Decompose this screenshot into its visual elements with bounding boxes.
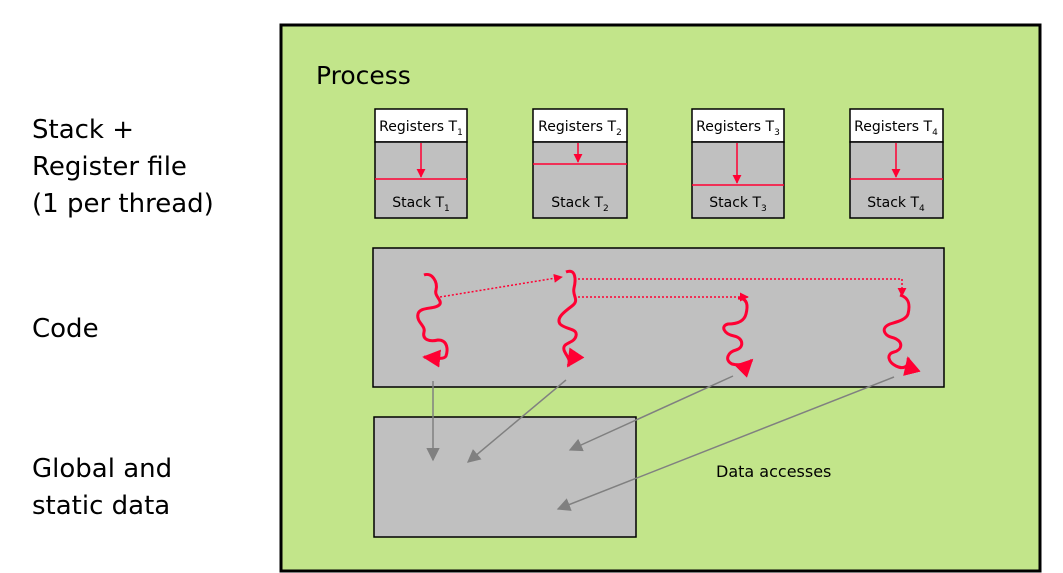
registers-label-t3: Registers T3 — [696, 119, 780, 138]
thread-2: Registers T2 Stack T2 — [532, 108, 628, 219]
data-label-line-2: static data — [32, 491, 171, 521]
thread-path-4 — [882, 293, 921, 376]
stack-register-label: Stack + Register file (1 per thread) — [32, 112, 214, 223]
thread-path-3 — [722, 296, 754, 378]
data-access-arrow-t4 — [556, 376, 895, 511]
registers-label-t2: Registers T2 — [538, 119, 622, 138]
thread-path-2 — [557, 269, 585, 368]
stack-label-line-2: Register file — [32, 152, 187, 182]
code-label: Code — [32, 314, 99, 344]
thread-3: Registers T3 Stack T3 — [691, 108, 785, 219]
data-accesses-label: Data accesses — [716, 462, 831, 481]
stack-label-line-1: Stack + — [32, 115, 135, 145]
code-box — [372, 247, 945, 388]
registers-box-t2 — [532, 108, 628, 143]
spawn-arrow-t2 — [439, 273, 563, 298]
stack-label-t1: Stack T1 — [392, 195, 450, 214]
thread-1: Registers T1 Stack T1 — [374, 108, 468, 219]
thread-path-1 — [416, 272, 449, 368]
stack-label-t2: Stack T2 — [551, 195, 609, 214]
data-label-line-1: Global and — [32, 454, 173, 484]
data-access-arrow-t2 — [466, 379, 567, 463]
registers-box-t4 — [849, 108, 944, 143]
spawn-arrow-t4 — [578, 278, 907, 297]
stack-label-t3: Stack T3 — [709, 195, 767, 214]
registers-box-t3 — [691, 108, 785, 143]
global-data-box — [373, 416, 637, 538]
stack-label-t4: Stack T4 — [867, 195, 925, 214]
registers-box-t1 — [374, 108, 468, 143]
thread-4: Registers T4 Stack T4 — [849, 108, 944, 219]
registers-label-t1: Registers T1 — [379, 119, 463, 138]
registers-label-t4: Registers T4 — [854, 119, 938, 138]
global-data-label: Global and static data — [32, 451, 172, 525]
data-access-arrow-t3 — [568, 375, 734, 452]
stack-label-line-3: (1 per thread) — [32, 189, 214, 219]
process-title: Process — [316, 61, 411, 90]
